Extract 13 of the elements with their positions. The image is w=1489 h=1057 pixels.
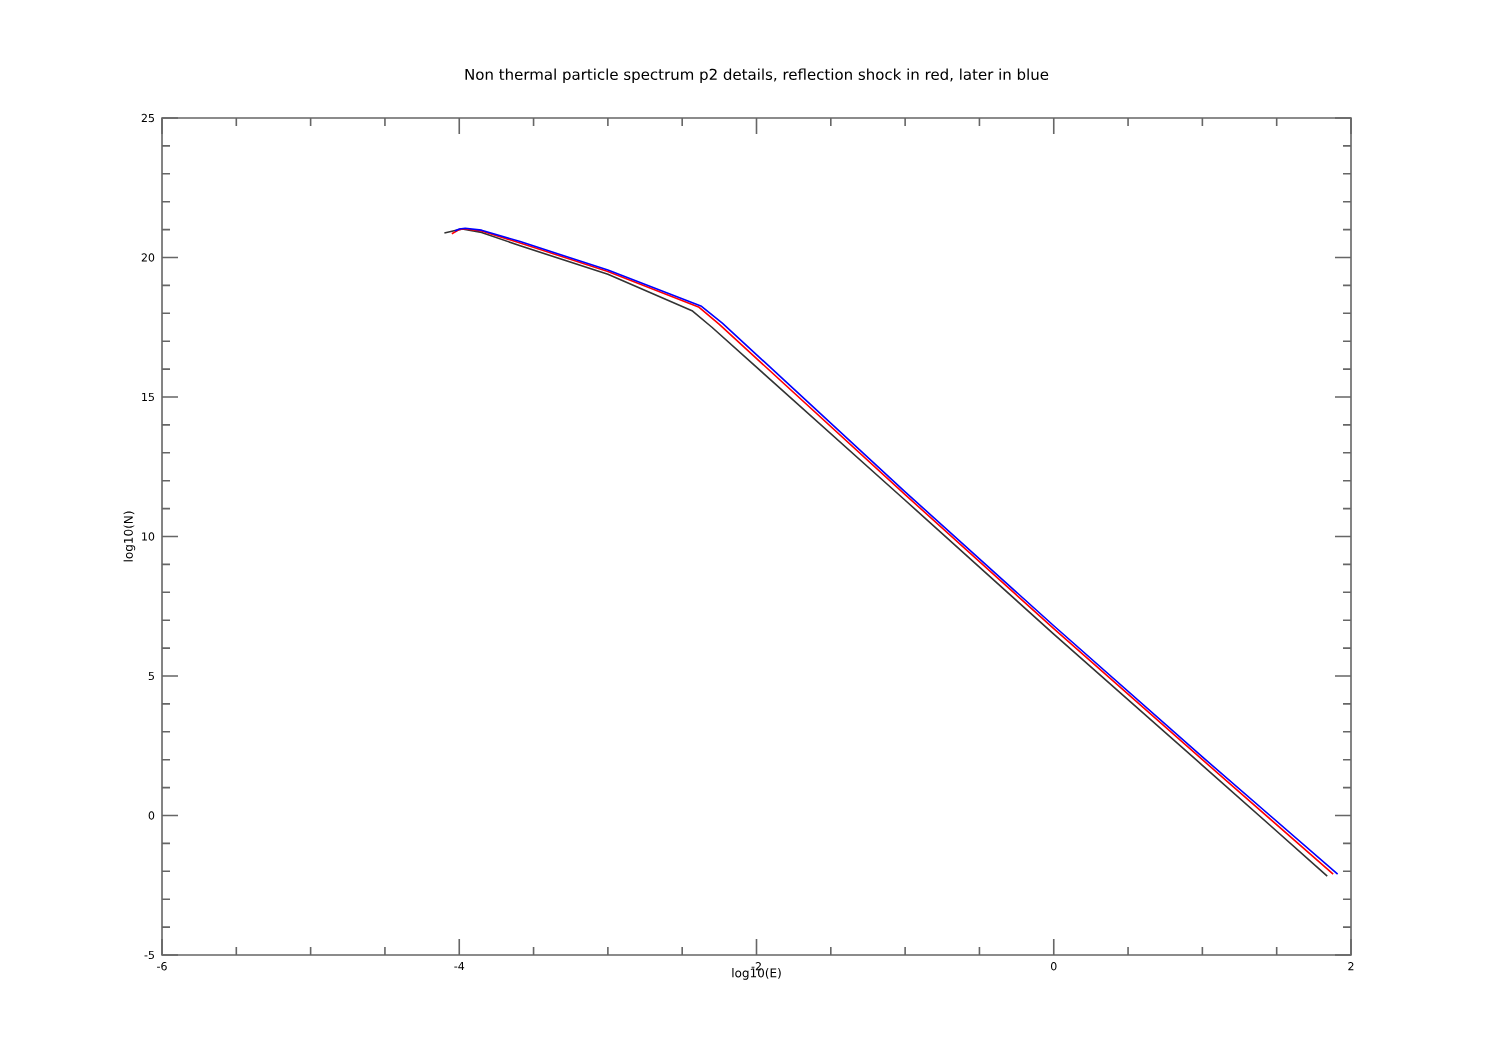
y-tick-label: -5: [144, 950, 154, 960]
x-tick-label: 0: [1050, 962, 1057, 971]
y-tick-label: 10: [142, 532, 155, 541]
y-tick-label: 15: [142, 392, 154, 402]
chart-title: Non thermal particle spectrum p2 details, reflection shock in red, later in blue: [465, 68, 1049, 83]
y-tick-label: 20: [141, 253, 155, 262]
x-tick-label: 2: [1348, 962, 1354, 971]
y-axis-title: log10(N): [123, 511, 136, 562]
y-tick-label: 0: [148, 811, 155, 820]
x-tick-label: -6: [157, 962, 167, 971]
x-tick-label: -4: [454, 962, 465, 971]
y-tick-label: 5: [148, 671, 154, 681]
y-tick-label: 25: [141, 113, 154, 123]
